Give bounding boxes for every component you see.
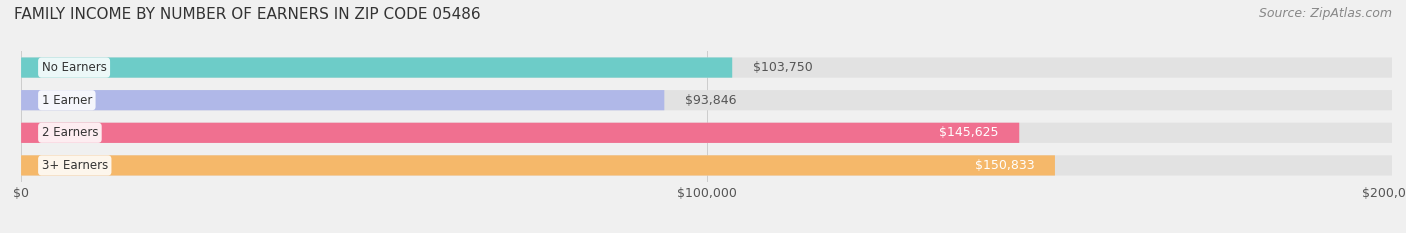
FancyBboxPatch shape xyxy=(21,58,1392,78)
Text: $150,833: $150,833 xyxy=(974,159,1035,172)
FancyBboxPatch shape xyxy=(21,90,1392,110)
Text: 3+ Earners: 3+ Earners xyxy=(42,159,108,172)
Text: FAMILY INCOME BY NUMBER OF EARNERS IN ZIP CODE 05486: FAMILY INCOME BY NUMBER OF EARNERS IN ZI… xyxy=(14,7,481,22)
FancyBboxPatch shape xyxy=(21,58,733,78)
FancyBboxPatch shape xyxy=(21,123,1019,143)
Text: $145,625: $145,625 xyxy=(939,126,998,139)
Text: $93,846: $93,846 xyxy=(685,94,737,107)
FancyBboxPatch shape xyxy=(21,123,1392,143)
Text: $103,750: $103,750 xyxy=(752,61,813,74)
Text: Source: ZipAtlas.com: Source: ZipAtlas.com xyxy=(1258,7,1392,20)
Text: 1 Earner: 1 Earner xyxy=(42,94,91,107)
Text: No Earners: No Earners xyxy=(42,61,107,74)
FancyBboxPatch shape xyxy=(21,155,1054,175)
FancyBboxPatch shape xyxy=(21,155,1392,175)
FancyBboxPatch shape xyxy=(21,90,664,110)
Text: 2 Earners: 2 Earners xyxy=(42,126,98,139)
